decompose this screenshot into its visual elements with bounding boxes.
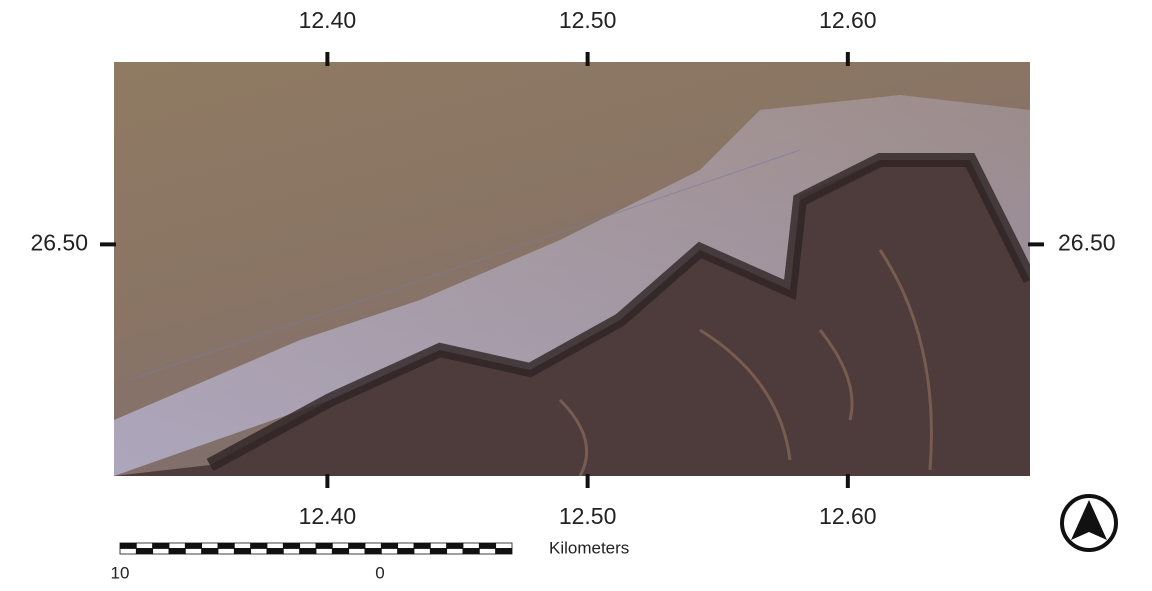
scale-label: 10 bbox=[111, 563, 130, 582]
scale-cell bbox=[349, 543, 365, 549]
scale-cell bbox=[332, 543, 348, 549]
scale-cell bbox=[267, 543, 283, 549]
scale-cell bbox=[251, 549, 267, 555]
scale-cell bbox=[479, 549, 495, 555]
scale-cell bbox=[365, 549, 381, 555]
scale-cell bbox=[430, 543, 446, 549]
scale-cell bbox=[202, 549, 218, 555]
scale-cell bbox=[300, 543, 316, 549]
north-arrow: N bbox=[1062, 496, 1116, 550]
scale-cell bbox=[136, 549, 152, 555]
x-tick-label-bottom: 12.60 bbox=[819, 503, 877, 529]
scale-cell bbox=[283, 543, 299, 549]
scale-cell bbox=[447, 549, 463, 555]
scale-cell bbox=[218, 549, 234, 555]
x-tick-label-bottom: 12.50 bbox=[559, 503, 617, 529]
scale-cell bbox=[316, 543, 332, 549]
scale-cell bbox=[153, 543, 169, 549]
page: N Kilometers 12.40 12.40 12.50 12.50 12.60 12… bbox=[0, 0, 1152, 591]
x-tick-label-top: 12.60 bbox=[819, 7, 877, 33]
scale-cell bbox=[381, 549, 397, 555]
scale-cell bbox=[398, 543, 414, 549]
scale-cell bbox=[153, 549, 169, 555]
scale-cell bbox=[496, 549, 512, 555]
scale-unit: Kilometers bbox=[549, 538, 629, 557]
scale-cell bbox=[169, 549, 185, 555]
scale-cell bbox=[365, 543, 381, 549]
scale-cell bbox=[267, 549, 283, 555]
x-tick-label-top: 12.50 bbox=[559, 7, 617, 33]
scale-cell bbox=[283, 549, 299, 555]
scale-cell bbox=[479, 543, 495, 549]
scale-cell bbox=[300, 549, 316, 555]
y-tick-label-right: 26.50 bbox=[1058, 229, 1116, 255]
scale-cell bbox=[234, 543, 250, 549]
scale-cell bbox=[414, 549, 430, 555]
scale-cell bbox=[185, 543, 201, 549]
scale-cell bbox=[463, 549, 479, 555]
y-tick-label-left: 26.50 bbox=[30, 229, 88, 255]
scale-cell bbox=[251, 543, 267, 549]
scale-cell bbox=[349, 549, 365, 555]
scale-label: 0 bbox=[375, 563, 384, 582]
scale-cell bbox=[234, 549, 250, 555]
map-figure: N Kilometers 12.40 12.40 12.50 12.50 12.60 12… bbox=[0, 0, 1152, 586]
scale-cell bbox=[185, 549, 201, 555]
scale-cell bbox=[136, 543, 152, 549]
scale-cell bbox=[169, 543, 185, 549]
scale-cell bbox=[496, 543, 512, 549]
scale-cell bbox=[218, 543, 234, 549]
scale-cell bbox=[463, 543, 479, 549]
scale-cell bbox=[430, 549, 446, 555]
scale-cell bbox=[332, 549, 348, 555]
scale-cell bbox=[316, 549, 332, 555]
scale-cell bbox=[381, 543, 397, 549]
x-tick-label-bottom: 12.40 bbox=[299, 503, 357, 529]
scale-cell bbox=[120, 543, 136, 549]
scale-cell bbox=[398, 549, 414, 555]
scale-cell bbox=[447, 543, 463, 549]
scale-cell bbox=[202, 543, 218, 549]
scale-cell bbox=[120, 549, 136, 555]
north-label: N bbox=[1084, 531, 1094, 547]
scale-cell bbox=[414, 543, 430, 549]
x-tick-label-top: 12.40 bbox=[299, 7, 357, 33]
satellite-image bbox=[114, 62, 1030, 476]
